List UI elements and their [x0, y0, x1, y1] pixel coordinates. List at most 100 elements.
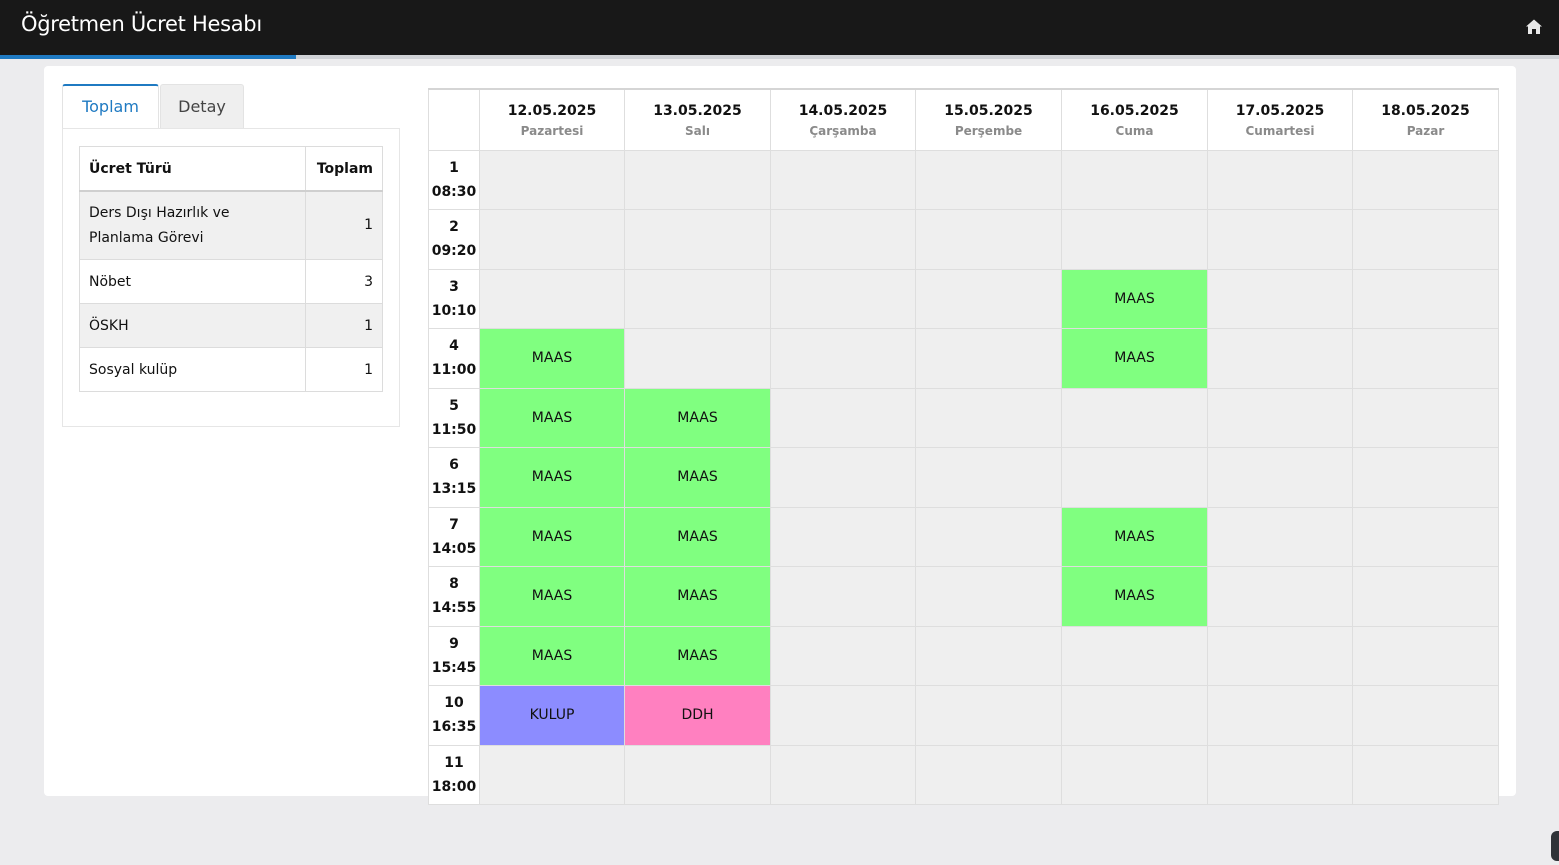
empty-cell[interactable] [1207, 149, 1353, 210]
lesson-cell[interactable]: MAAS [624, 447, 771, 508]
empty-cell[interactable] [770, 625, 916, 686]
empty-cell[interactable] [915, 744, 1062, 805]
empty-cell[interactable] [770, 209, 916, 270]
lesson-cell[interactable]: MAAS [479, 625, 625, 686]
empty-cell[interactable] [479, 744, 625, 805]
empty-cell[interactable] [1352, 625, 1499, 686]
empty-cell[interactable] [1061, 149, 1208, 210]
progress-fill [0, 55, 297, 59]
empty-cell[interactable] [1207, 744, 1353, 805]
empty-cell[interactable] [479, 268, 625, 329]
time-slot: 5 11:50 [428, 387, 480, 448]
empty-cell[interactable] [1207, 447, 1353, 508]
day-date: 15.05.2025 [944, 102, 1033, 119]
lesson-cell[interactable]: MAAS [1061, 506, 1208, 567]
lesson-cell[interactable]: KULUP [479, 685, 625, 746]
empty-cell[interactable] [1061, 625, 1208, 686]
empty-cell[interactable] [624, 328, 771, 389]
empty-cell[interactable] [915, 387, 1062, 448]
lesson-cell[interactable]: MAAS [624, 566, 771, 627]
empty-cell[interactable] [1207, 209, 1353, 270]
empty-cell[interactable] [915, 328, 1062, 389]
lesson-cell[interactable]: MAAS [479, 387, 625, 448]
tab-toplam[interactable]: Toplam [62, 84, 159, 128]
app-title: Öğretmen Ücret Hesabı [21, 12, 262, 36]
empty-cell[interactable] [624, 209, 771, 270]
day-name: Çarşamba [809, 123, 877, 138]
lesson-cell[interactable]: MAAS [479, 506, 625, 567]
time-slot: 2 09:20 [428, 209, 480, 270]
lesson-cell[interactable]: MAAS [1061, 328, 1208, 389]
empty-cell[interactable] [1207, 625, 1353, 686]
lesson-cell[interactable]: MAAS [479, 447, 625, 508]
lesson-cell[interactable]: MAAS [1061, 566, 1208, 627]
empty-cell[interactable] [1207, 387, 1353, 448]
empty-cell[interactable] [1061, 387, 1208, 448]
empty-cell[interactable] [915, 566, 1062, 627]
tab-detay[interactable]: Detay [160, 84, 244, 128]
empty-cell[interactable] [915, 268, 1062, 329]
lesson-cell[interactable]: MAAS [479, 566, 625, 627]
empty-cell[interactable] [1352, 209, 1499, 270]
slot-number: 9 [449, 635, 459, 652]
empty-cell[interactable] [770, 566, 916, 627]
empty-cell[interactable] [770, 744, 916, 805]
empty-cell[interactable] [915, 506, 1062, 567]
day-header: 13.05.2025 Salı [624, 88, 771, 151]
empty-cell[interactable] [1352, 685, 1499, 746]
empty-cell[interactable] [770, 447, 916, 508]
schedule-row: 9 15:45 MAAS MAAS [428, 625, 1499, 686]
empty-cell[interactable] [1207, 268, 1353, 329]
empty-cell[interactable] [915, 149, 1062, 210]
empty-cell[interactable] [624, 744, 771, 805]
empty-cell[interactable] [770, 268, 916, 329]
empty-cell[interactable] [1352, 149, 1499, 210]
empty-cell[interactable] [915, 685, 1062, 746]
empty-cell[interactable] [1352, 447, 1499, 508]
content-card: Toplam Detay Ücret Türü Toplam Ders Dışı… [44, 66, 1559, 861]
lesson-cell[interactable]: MAAS [624, 625, 771, 686]
empty-cell[interactable] [479, 149, 625, 210]
empty-cell[interactable] [915, 209, 1062, 270]
empty-cell[interactable] [1207, 685, 1353, 746]
lesson-cell[interactable]: MAAS [479, 328, 625, 389]
empty-cell[interactable] [624, 268, 771, 329]
summary-panel: Ücret Türü Toplam Ders Dışı Hazırlık ve … [62, 128, 400, 427]
empty-cell[interactable] [1061, 447, 1208, 508]
empty-cell[interactable] [770, 149, 916, 210]
empty-cell[interactable] [1352, 506, 1499, 567]
empty-cell[interactable] [770, 328, 916, 389]
day-name: Cuma [1115, 123, 1154, 138]
empty-cell[interactable] [479, 209, 625, 270]
fee-type: Ders Dışı Hazırlık ve Planlama Görevi [79, 190, 306, 260]
lesson-cell[interactable]: DDH [624, 685, 771, 746]
empty-cell[interactable] [915, 625, 1062, 686]
empty-cell[interactable] [1207, 506, 1353, 567]
empty-cell[interactable] [770, 685, 916, 746]
empty-cell[interactable] [770, 387, 916, 448]
empty-cell[interactable] [1207, 566, 1353, 627]
schedule-header: 12.05.2025 Pazartesi 13.05.2025 Salı 14.05.2… [428, 88, 1499, 151]
fee-total: 1 [305, 303, 383, 348]
empty-cell[interactable] [1061, 744, 1208, 805]
empty-cell[interactable] [1207, 328, 1353, 389]
slot-time: 11:00 [431, 362, 477, 379]
empty-cell[interactable] [1352, 744, 1499, 805]
empty-cell[interactable] [1352, 566, 1499, 627]
empty-cell[interactable] [624, 149, 771, 210]
empty-cell[interactable] [770, 506, 916, 567]
lesson-cell[interactable]: MAAS [1061, 268, 1208, 329]
empty-cell[interactable] [915, 447, 1062, 508]
empty-cell[interactable] [1352, 387, 1499, 448]
home-icon[interactable] [1525, 18, 1543, 36]
empty-cell[interactable] [1061, 209, 1208, 270]
empty-cell[interactable] [1352, 268, 1499, 329]
schedule-row: 1 08:30 [428, 149, 1499, 210]
day-name: Salı [685, 123, 710, 138]
table-row: Sosyal kulüp 1 [79, 347, 383, 392]
lesson-cell[interactable]: MAAS [624, 387, 771, 448]
scroll-top-button[interactable] [1551, 831, 1559, 861]
empty-cell[interactable] [1061, 685, 1208, 746]
lesson-cell[interactable]: MAAS [624, 506, 771, 567]
empty-cell[interactable] [1352, 328, 1499, 389]
